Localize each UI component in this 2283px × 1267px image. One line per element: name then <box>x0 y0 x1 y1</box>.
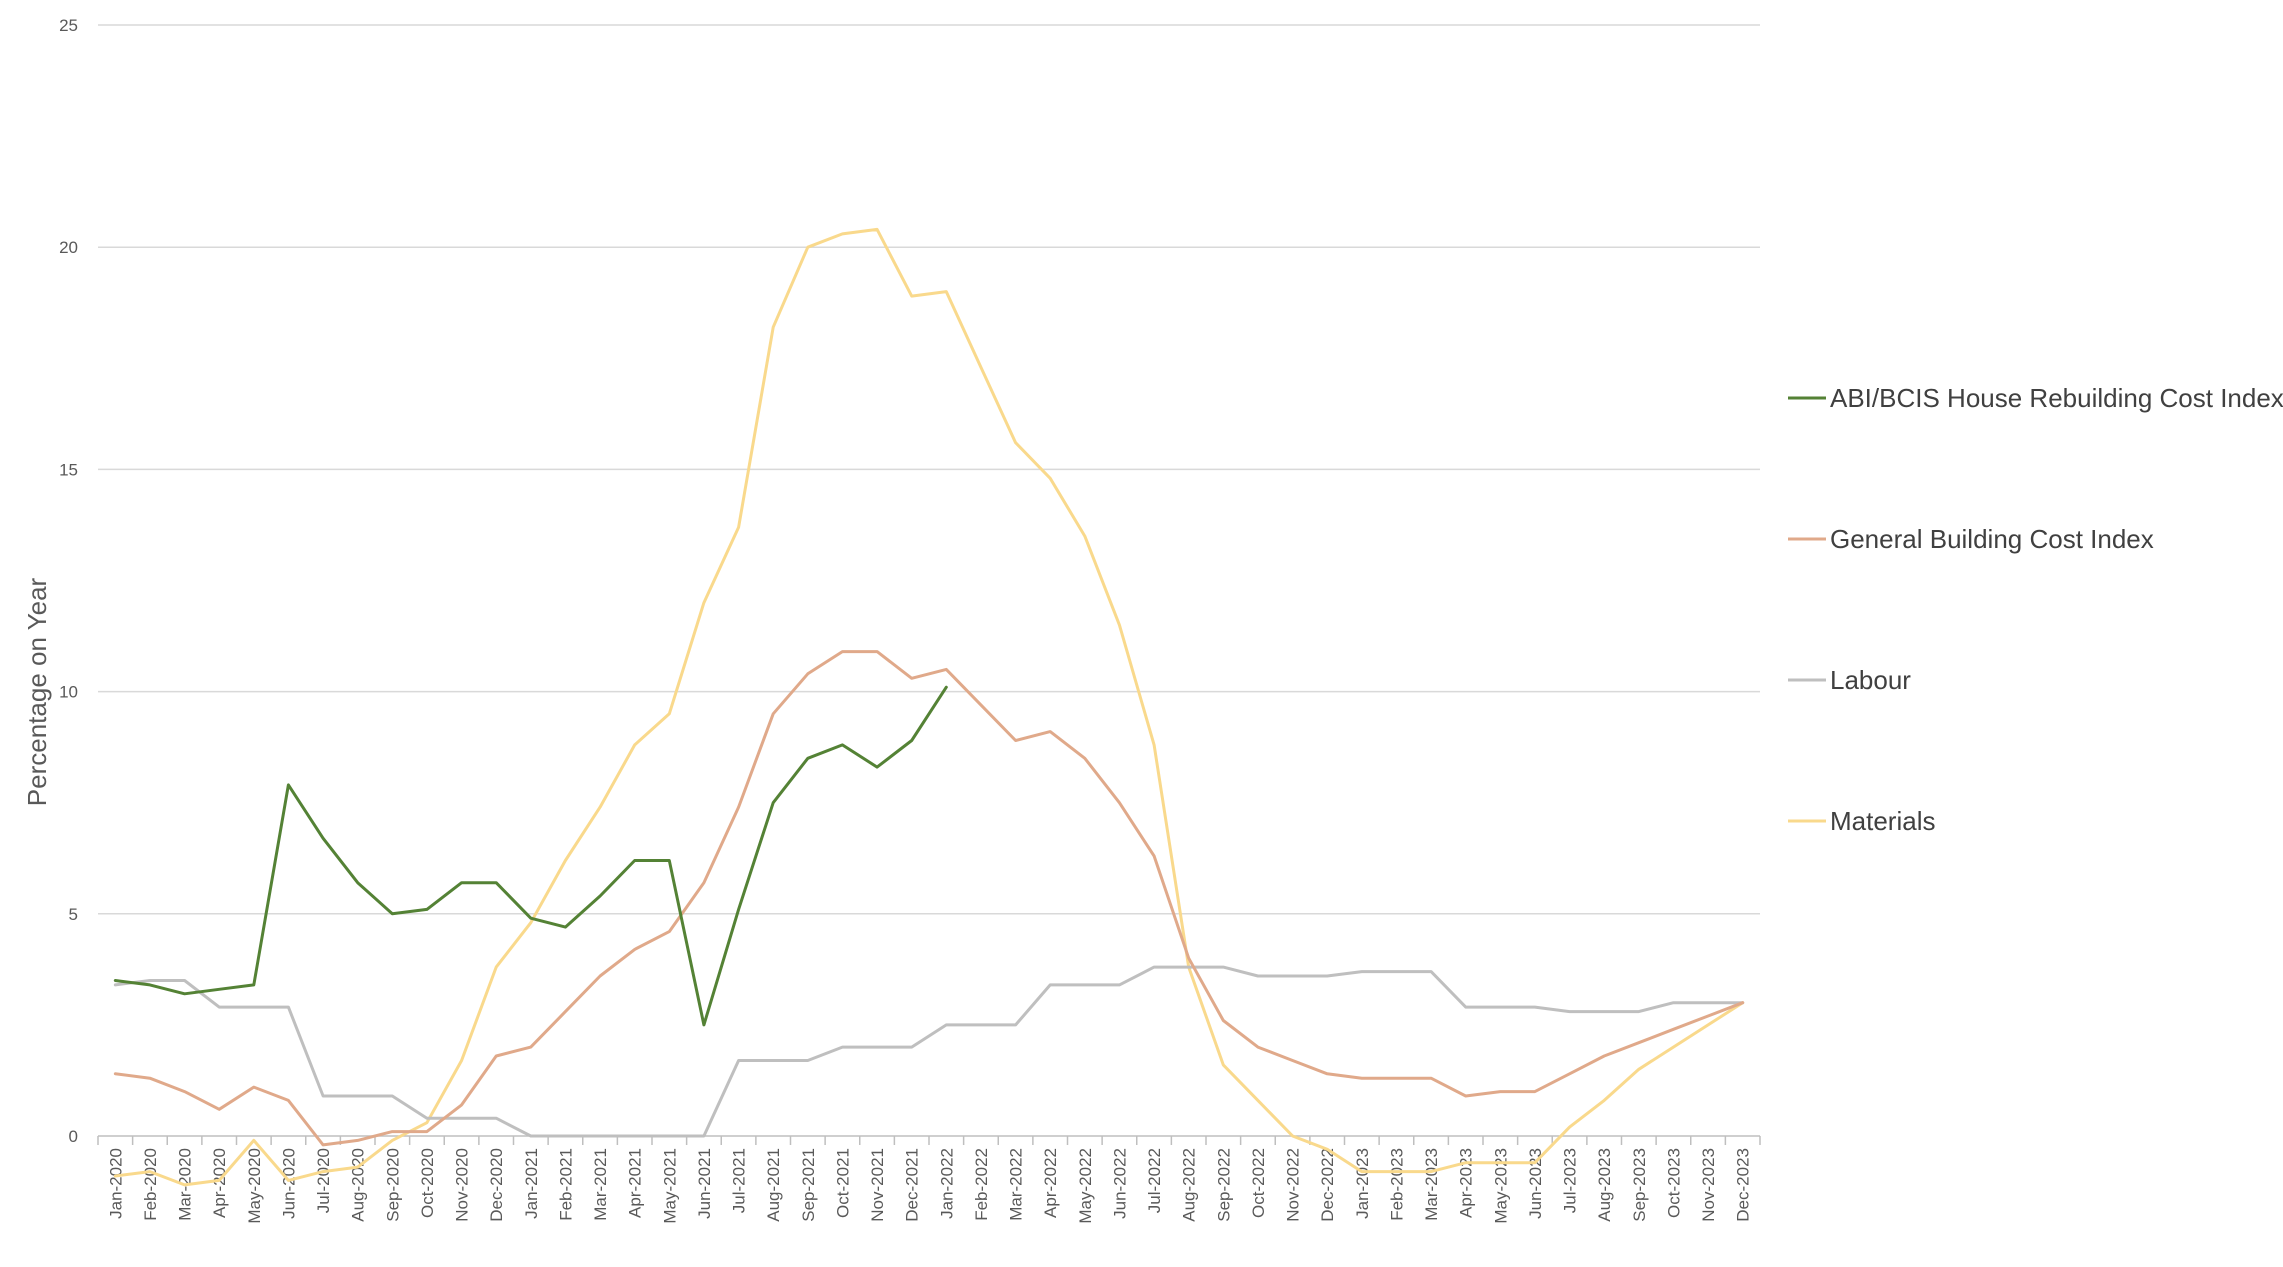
x-tick-label: Feb-2020 <box>141 1148 160 1221</box>
x-tick-label: Sep-2021 <box>799 1148 818 1222</box>
x-tick-label: May-2023 <box>1491 1148 1510 1224</box>
gridlines <box>98 24 1760 915</box>
x-tick-label: Jul-2022 <box>1145 1148 1164 1213</box>
x-tick-label: Nov-2020 <box>453 1148 472 1222</box>
x-tick-label: May-2020 <box>245 1148 264 1224</box>
y-tick-label: 25 <box>59 16 78 35</box>
x-tick-label: Jan-2023 <box>1353 1148 1372 1219</box>
y-axis-ticks: 0 5 10 15 20 25 <box>59 16 78 1146</box>
legend-label: ABI/BCIS House Rebuilding Cost Index <box>1830 383 2283 413</box>
x-tick-label: Dec-2020 <box>487 1148 506 1222</box>
legend-label: Materials <box>1830 806 1935 836</box>
x-tick-label: Oct-2023 <box>1664 1148 1683 1218</box>
y-axis-title: Percentage on Year <box>22 577 52 806</box>
x-tick-label: Aug-2023 <box>1595 1148 1614 1222</box>
x-tick-label: May-2022 <box>1076 1148 1095 1224</box>
x-tick-label: Feb-2023 <box>1387 1148 1406 1221</box>
x-tick-label: Jan-2021 <box>522 1148 541 1219</box>
x-tick-label: Apr-2020 <box>210 1148 229 1218</box>
x-tick-label: Jul-2021 <box>730 1148 749 1213</box>
series-line-3 <box>113 227 1745 1187</box>
y-tick-label: 0 <box>69 1127 78 1146</box>
x-tick-label: Mar-2021 <box>591 1148 610 1221</box>
legend: ABI/BCIS House Rebuilding Cost Index Gene… <box>1788 383 2283 836</box>
y-tick-label: 5 <box>69 905 78 924</box>
series-line-2 <box>113 965 1745 1138</box>
x-tick-label: Dec-2021 <box>903 1148 922 1222</box>
x-tick-label: Feb-2021 <box>556 1148 575 1221</box>
x-tick-label: Jun-2021 <box>695 1148 714 1219</box>
x-tick-label: Dec-2022 <box>1318 1148 1337 1222</box>
x-tick-label: Sep-2020 <box>383 1148 402 1222</box>
x-axis: Jan-2020 Feb-2020 Mar-2020 Apr-2020 May-2020… <box>97 1135 1761 1224</box>
legend-label: Labour <box>1830 665 1911 695</box>
x-tick-label: Apr-2022 <box>1041 1148 1060 1218</box>
series-line-1 <box>113 650 1745 1147</box>
x-tick-label: Oct-2021 <box>833 1148 852 1218</box>
x-tick-label: Oct-2020 <box>418 1148 437 1218</box>
x-tick-label: Nov-2021 <box>868 1148 887 1222</box>
series-lines <box>113 227 1745 1187</box>
y-tick-label: 20 <box>59 238 78 257</box>
x-tick-label: Jan-2022 <box>937 1148 956 1219</box>
x-tick-label: Apr-2023 <box>1457 1148 1476 1218</box>
x-tick-label: Mar-2022 <box>1007 1148 1026 1221</box>
x-tick-label: Nov-2023 <box>1699 1148 1718 1222</box>
x-tick-label: Aug-2021 <box>764 1148 783 1222</box>
x-tick-label: Aug-2022 <box>1180 1148 1199 1222</box>
y-tick-label: 15 <box>59 460 78 479</box>
x-tick-label: Jan-2020 <box>106 1148 125 1219</box>
x-tick-label: Dec-2023 <box>1734 1148 1753 1222</box>
x-tick-label: Jul-2023 <box>1561 1148 1580 1213</box>
x-tick-label: Apr-2021 <box>626 1148 645 1218</box>
x-tick-label: Sep-2023 <box>1630 1148 1649 1222</box>
x-tick-label: Jun-2023 <box>1526 1148 1545 1219</box>
x-tick-label: Mar-2023 <box>1422 1148 1441 1221</box>
x-tick-label: Sep-2022 <box>1214 1148 1233 1222</box>
x-tick-label: Aug-2020 <box>349 1148 368 1222</box>
x-tick-label: Jul-2020 <box>314 1148 333 1213</box>
x-tick-label: Oct-2022 <box>1249 1148 1268 1218</box>
y-tick-label: 10 <box>59 683 78 702</box>
x-tick-label: Nov-2022 <box>1284 1148 1303 1222</box>
series-line-0 <box>113 685 948 1027</box>
x-tick-label: Jun-2020 <box>279 1148 298 1219</box>
x-tick-label: Feb-2022 <box>972 1148 991 1221</box>
legend-label: General Building Cost Index <box>1830 524 2154 554</box>
x-tick-label: Jun-2022 <box>1110 1148 1129 1219</box>
x-tick-label: May-2021 <box>660 1148 679 1224</box>
